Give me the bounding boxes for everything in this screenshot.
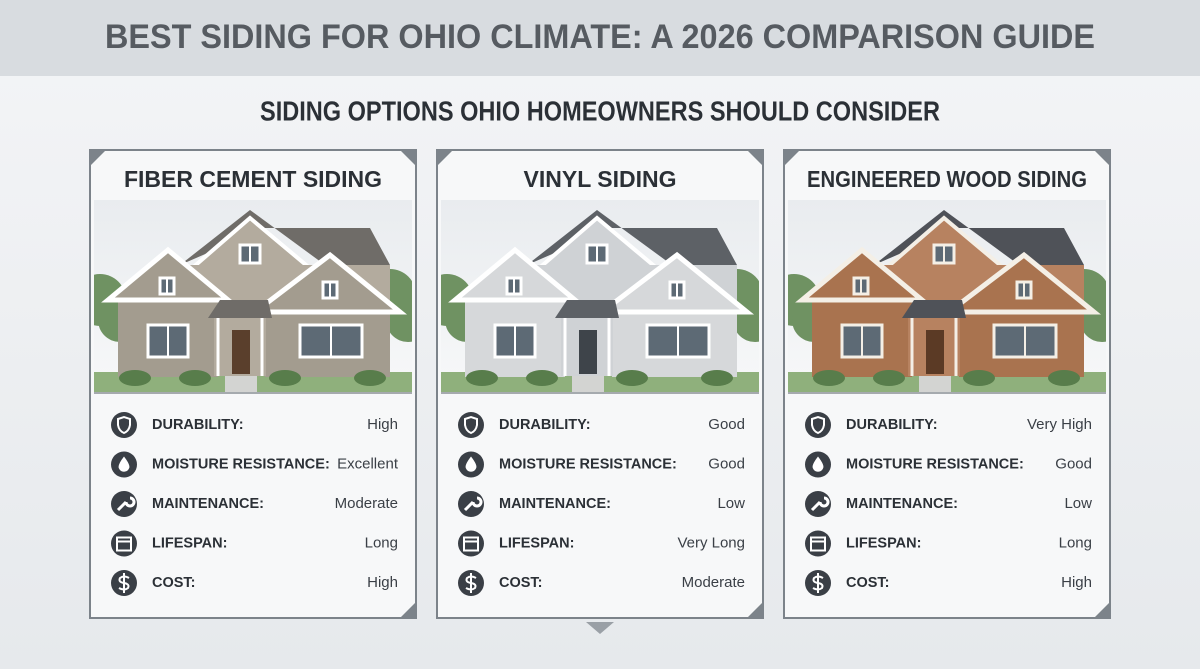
row-label: LIFESPAN: <box>846 535 921 551</box>
drop-icon <box>465 456 477 472</box>
walkway <box>919 376 951 392</box>
shield-icon <box>464 415 478 435</box>
left-roof <box>448 246 582 303</box>
dollar-icon <box>465 573 477 593</box>
dollar-icon <box>812 573 824 593</box>
wrench-icon <box>463 496 483 512</box>
roof-back <box>180 210 390 265</box>
shrub <box>616 370 648 386</box>
card-title: FIBER CEMENT SIDING <box>124 166 382 192</box>
shrub <box>119 370 151 386</box>
corner-fold <box>784 150 800 166</box>
shrub <box>269 370 301 386</box>
corner-fold <box>90 150 106 166</box>
row-value: Very Long <box>677 534 745 551</box>
house-illustration <box>94 200 412 392</box>
shrub <box>813 370 845 386</box>
row-value: Moderate <box>682 574 745 591</box>
row-label: DURABILITY: <box>152 417 244 433</box>
row-label: COST: <box>499 575 543 591</box>
calendar-icon <box>463 536 479 552</box>
corner-fold <box>747 150 763 166</box>
wrench-icon <box>116 496 136 512</box>
card-title: ENGINEERED WOOD SIDING <box>807 166 1087 192</box>
porch-roof <box>208 300 272 318</box>
row-value: Low <box>1064 495 1092 512</box>
header-band <box>0 0 1200 76</box>
row-label: LIFESPAN: <box>152 535 227 551</box>
row-value: Low <box>717 495 745 512</box>
row-value: Good <box>708 455 745 472</box>
porch-roof <box>555 300 619 318</box>
row-value: Very High <box>1027 416 1092 433</box>
row-value: High <box>367 574 398 591</box>
row-label: MOISTURE RESISTANCE: <box>499 456 677 472</box>
shrub <box>179 370 211 386</box>
row-label: COST: <box>846 575 890 591</box>
corner-fold <box>1094 150 1110 166</box>
left-roof <box>795 246 929 303</box>
card-title: VINYL SIDING <box>524 166 677 192</box>
row-value: Good <box>708 416 745 433</box>
corner-fold <box>400 602 416 618</box>
walkway <box>225 376 257 392</box>
corner-fold <box>1094 602 1110 618</box>
shrub <box>466 370 498 386</box>
shrub <box>873 370 905 386</box>
row-value: High <box>367 416 398 433</box>
row-label: MOISTURE RESISTANCE: <box>846 456 1024 472</box>
corner-fold <box>747 602 763 618</box>
row-value: Long <box>1059 534 1092 551</box>
row-label: LIFESPAN: <box>499 535 574 551</box>
shield-icon <box>811 415 825 435</box>
shrub <box>526 370 558 386</box>
row-value: Long <box>365 534 398 551</box>
icon-circle <box>458 530 484 557</box>
icon-circle <box>111 412 137 438</box>
subtitle: SIDING OPTIONS OHIO HOMEOWNERS SHOULD CO… <box>260 95 940 126</box>
shield-icon <box>117 415 131 435</box>
icon-circle <box>458 412 484 438</box>
chevron <box>586 622 614 634</box>
shrub <box>701 370 733 386</box>
row-value: Moderate <box>335 495 398 512</box>
drop-icon <box>118 456 130 472</box>
icon-circle <box>805 412 831 438</box>
row-label: DURABILITY: <box>846 417 938 433</box>
row-label: MOISTURE RESISTANCE: <box>152 456 330 472</box>
dollar-icon <box>118 573 130 593</box>
porch-roof <box>902 300 966 318</box>
row-value: Good <box>1055 455 1092 472</box>
shrub <box>963 370 995 386</box>
door <box>579 330 597 374</box>
door <box>232 330 250 374</box>
roof-back <box>527 210 737 265</box>
calendar-icon <box>810 536 826 552</box>
row-label: MAINTENANCE: <box>499 496 611 512</box>
shrub <box>1048 370 1080 386</box>
wrench-icon <box>810 496 830 512</box>
calendar-icon <box>116 536 132 552</box>
left-roof <box>101 246 235 303</box>
corner-fold <box>400 150 416 166</box>
row-label: MAINTENANCE: <box>152 496 264 512</box>
row-value: Excellent <box>337 455 399 472</box>
row-label: DURABILITY: <box>499 417 591 433</box>
house-illustration <box>441 200 759 392</box>
row-label: MAINTENANCE: <box>846 496 958 512</box>
walkway <box>572 376 604 392</box>
icon-circle <box>111 530 137 557</box>
row-label: COST: <box>152 575 196 591</box>
page-title: BEST SIDING FOR OHIO CLIMATE: A 2026 COM… <box>105 18 1095 56</box>
door <box>926 330 944 374</box>
roof-back <box>874 210 1084 265</box>
corner-fold <box>437 150 453 166</box>
house-illustration <box>788 200 1106 392</box>
drop-icon <box>812 456 824 472</box>
row-value: High <box>1061 574 1092 591</box>
shrub <box>354 370 386 386</box>
icon-circle <box>805 530 831 557</box>
